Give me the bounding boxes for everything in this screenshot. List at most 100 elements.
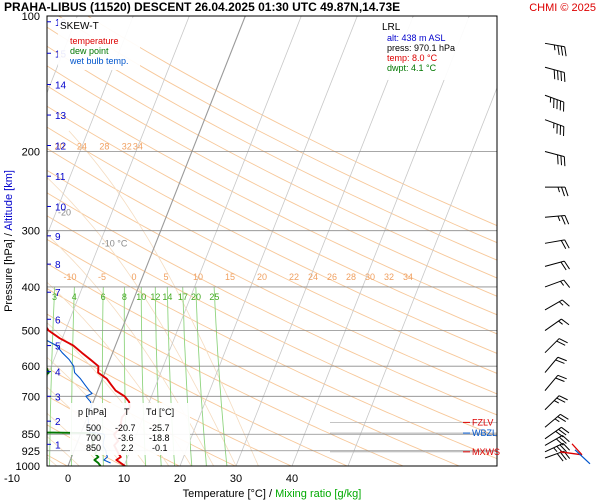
wind-barb-feather [553,69,556,80]
info-box: LRL alt: 438 m ASL press: 970.1 hPa temp… [382,18,488,80]
pressure-tick-label: 925 [22,446,40,458]
wind-barb-feather [560,71,563,82]
isotherm-label: -20 [58,207,71,217]
dry-adiabat [87,16,497,227]
wind-barb-half-feather [553,400,560,404]
wind-barb-feather [557,374,567,380]
x-axis-label-temperature: Temperature [°C] [183,488,266,500]
level-label: FZLV [472,417,493,427]
mixing-ratio-label: 3 [52,292,57,302]
mixing-ratio-label: 10 [136,292,146,302]
table-cell: 850 [86,443,101,453]
temperature-tick-label: 10 [118,473,130,485]
wind-barb-feather [561,426,570,434]
wind-barb-feather [557,416,566,423]
altitude-tick-label: 7 [55,288,61,299]
pressure-tick-label: 400 [22,282,40,294]
isotherm-line [123,16,302,466]
wind-barb-half-feather [558,301,564,306]
moist-adiabat [47,233,214,466]
wind-barb-feather [559,444,567,453]
legend-dew-point: dew point [70,46,109,56]
theta-label: 32 [384,272,394,282]
wind-barb-feather [563,260,570,270]
wind-barb [544,299,570,311]
table-cell: -20.7 [115,423,136,433]
table-header-dewpoint: Td [°C] [146,407,174,417]
wind-barb-feather [556,340,566,346]
level-label: MXWS [472,447,500,457]
wind-barb-feather [559,100,562,111]
wind-barb-feather [556,397,566,403]
theta-label: -5 [98,272,106,282]
pressure-tick-label: 100 [22,11,40,23]
theta-label: 24 [308,272,318,282]
temperature-tick-label: -10 [4,473,20,485]
theta-label: 22 [289,272,299,282]
altitude-tick-label: 2 [55,417,61,428]
wind-barb-feather [563,156,566,167]
mixing-ratio-label: 8 [122,292,127,302]
wind-barb-feather [557,154,559,165]
altitude-tick-label: 8 [55,260,61,271]
wind-barb-feather [563,126,565,137]
isotherm-line [347,86,497,466]
table-cell: 500 [86,423,101,433]
altitude-tick-label: 14 [55,81,67,92]
wind-barb-half-feather [557,215,561,222]
altitude-tick-label: 9 [55,232,61,243]
wind-barb-half-feather [560,280,565,286]
x-axis-label-separator: / [266,488,275,500]
wind-barb-feather [557,356,567,362]
wind-barb-half-feather [549,97,552,103]
dry-adiabat [58,16,497,244]
x-axis-label: Temperature [°C] / Mixing ratio [g/kg] [183,488,362,500]
wind-barb-feather [564,215,570,225]
legend-temperature: temperature [70,36,119,46]
dry-adiabat [47,147,497,374]
wind-barb-feather [558,338,568,344]
theta-label: 24 [77,141,87,151]
theta-label: 28 [99,141,109,151]
dry-adiabat [47,26,497,261]
isotherm-line [47,16,134,237]
theta-label: 30 [365,272,375,282]
isotherm-line [47,16,78,94]
mixing-ratio-label: 20 [191,292,201,302]
altitude-tick-label: 13 [55,111,67,122]
wind-barb [544,119,565,137]
theta-label: 10 [193,272,203,282]
altitude-tick-label: 1 [55,440,61,451]
temperature-tick-label: 40 [286,473,298,485]
isotherm-line [67,16,246,466]
copyright-text: CHMI © 2025 [529,2,596,14]
theta-label: 20 [55,141,65,151]
mixing-ratio-label: 14 [162,292,172,302]
wind-barb [544,260,570,271]
plot-frame [46,15,498,467]
y-axis-label: Pressure [hPa] / Altitude [km] [3,170,15,312]
pressure-tick-label: 500 [22,326,40,338]
wind-barb-feather [560,261,567,271]
theta-label: -10 [63,272,76,282]
wind-barb-feather [560,155,563,166]
moist-adiabat [47,435,80,466]
table-header-pressure: p [hPa] [78,407,107,417]
info-temperature: temp: 8.0 °C [387,53,438,63]
x-axis-label-mixing-ratio: Mixing ratio [g/kg] [275,488,361,500]
theta-label: 32 [122,141,132,151]
wind-barb-feather [555,377,565,382]
wind-barb [544,374,567,391]
theta-label: 15 [225,272,235,282]
temperature-tick-label: 0 [65,473,71,485]
wind-barb-feather [563,102,565,112]
wind-barb-feather [555,359,565,364]
y-axis-label-pressure: Pressure [hPa] [3,239,15,312]
legend-title: SKEW-T [60,21,99,32]
wind-barb-feather [558,395,568,401]
wind-barb-feather [556,453,564,462]
mixing-ratio-label: 12 [150,292,160,302]
legend-wet-bulb: wet bulb temp. [69,56,129,66]
wind-barb-feather [558,436,567,444]
